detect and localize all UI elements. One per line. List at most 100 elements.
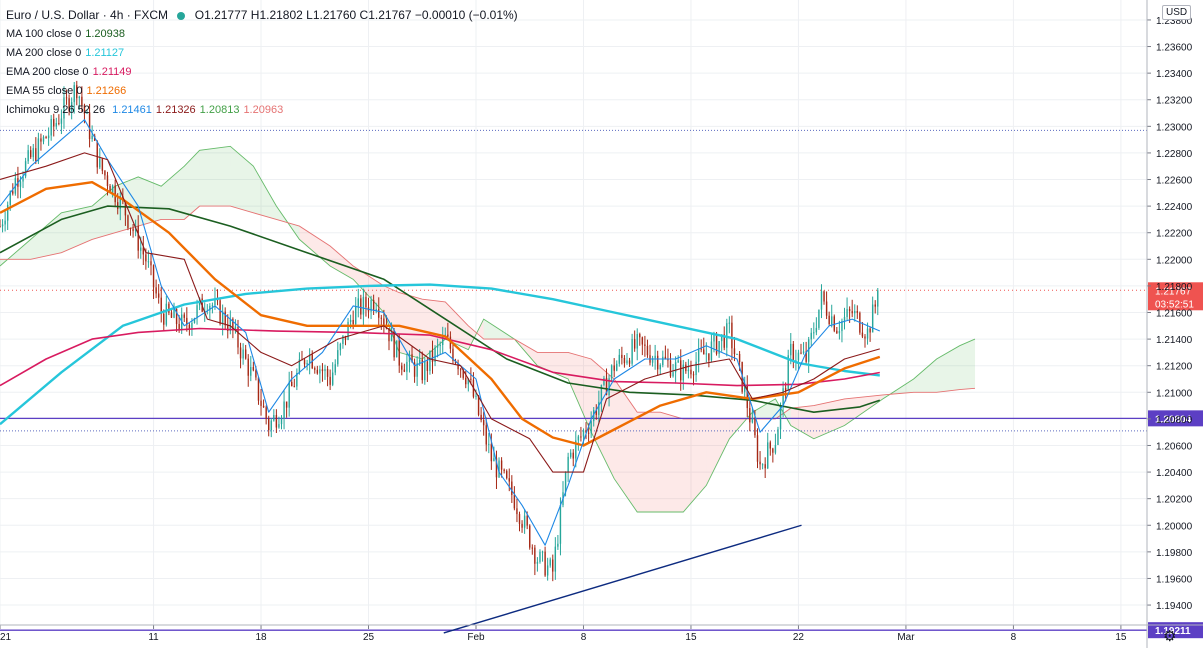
candle-body (117, 202, 119, 210)
candle-body (761, 464, 764, 466)
candle-body (759, 461, 761, 465)
legend-indicator[interactable]: MA 100 close 0 1.20938 (6, 25, 518, 44)
candle-body (393, 330, 395, 358)
candle-body (672, 372, 674, 377)
candle-body (864, 336, 866, 339)
candle-body (191, 322, 193, 330)
candle-body (224, 311, 226, 326)
last-price-tag (1148, 282, 1203, 311)
candle-body (339, 343, 342, 351)
x-tick-label: 2021 (0, 632, 12, 643)
candle-body (9, 191, 11, 205)
candle-body (703, 349, 705, 355)
legend-ichimoku[interactable]: Ichimoku 9 26 52 26 1.21461 1.21326 1.2081… (6, 101, 518, 120)
candle-body (12, 191, 14, 194)
ohlc-values: O1.21777 H1.21802 L1.21760 C1.21767 −0.0… (194, 8, 518, 22)
candle-body (557, 543, 559, 547)
cloud-segment (844, 394, 883, 426)
candle-body (695, 361, 697, 376)
candle-body (268, 418, 270, 431)
legend-indicator[interactable]: EMA 200 close 0 1.21149 (6, 63, 518, 82)
candle-body (262, 405, 265, 408)
candle-body (854, 311, 856, 314)
candle-body (838, 331, 841, 334)
candle-body (298, 359, 301, 373)
candle-body (457, 362, 459, 370)
candle-body (467, 378, 470, 385)
candle-body (270, 420, 272, 431)
candle-body (168, 303, 170, 313)
candle-body (157, 293, 160, 298)
candle-body (142, 247, 145, 255)
candle-body (541, 551, 544, 553)
legend-indicator[interactable]: MA 200 close 0 1.21127 (6, 44, 518, 63)
candle-body (564, 471, 567, 493)
x-tick-label: Feb (467, 632, 485, 643)
candle-body (370, 299, 372, 312)
y-tick-label: 1.19800 (1156, 548, 1193, 559)
candle-body (470, 378, 472, 380)
candle-body (357, 298, 359, 307)
candle-body (685, 364, 687, 372)
candle-body (380, 317, 383, 319)
candle-body (124, 200, 127, 216)
legend-indicator[interactable]: EMA 55 close 0 1.21266 (6, 82, 518, 101)
candle-body (147, 261, 150, 263)
ichimoku-cloud (0, 145, 976, 513)
cloud-segment (913, 359, 937, 393)
indicator-value: 1.20938 (85, 28, 125, 40)
candle-body (705, 353, 708, 355)
y-tick-label: 1.21000 (1156, 388, 1193, 399)
eye-icon[interactable] (177, 11, 186, 20)
candle-body (163, 313, 165, 325)
candle-body (846, 309, 848, 318)
candle-body (813, 332, 815, 334)
candle-body (288, 381, 290, 408)
candle-body (587, 432, 590, 434)
candle-body (810, 332, 812, 340)
candle-body (836, 330, 838, 334)
candle-body (569, 452, 572, 457)
candle-body (585, 430, 587, 433)
currency-label[interactable]: USD (1162, 5, 1192, 20)
candle-body (27, 150, 29, 162)
candle-body (257, 377, 260, 401)
price-levels: 1.20804 1.19211 1.21767 03:52:51 (0, 129, 1203, 639)
candle-body (733, 348, 736, 355)
candle-body (807, 339, 810, 362)
y-tick-label: 1.20800 (1156, 415, 1193, 426)
candle-body (567, 456, 569, 472)
candle-body (843, 317, 846, 322)
level-price-tag (1148, 410, 1203, 427)
candle-body (316, 369, 319, 374)
y-tick-label: 1.23400 (1156, 69, 1193, 80)
candle-body (559, 504, 562, 544)
y-tick-label: 1.22200 (1156, 229, 1193, 240)
candle-body (186, 317, 188, 325)
candle-body (375, 309, 377, 311)
candle-body (459, 369, 462, 371)
candle-body (697, 348, 700, 362)
symbol-title[interactable]: Euro / U.S. Dollar · 4h · FXCM (6, 8, 169, 22)
candle-body (255, 370, 257, 378)
candle-body (692, 374, 695, 376)
candle-body (273, 415, 275, 421)
candle-body (508, 478, 510, 482)
cloud-segment (184, 150, 200, 220)
candle-body (546, 565, 549, 576)
candle-body (342, 335, 344, 344)
candle-body (337, 350, 339, 365)
y-tick-label: 1.23600 (1156, 43, 1193, 54)
level-price-label: 1.19211 (1155, 626, 1191, 637)
indicator-value: 1.21127 (85, 47, 125, 59)
candle-body (828, 315, 830, 324)
gear-icon[interactable]: ⚙ (1163, 628, 1177, 645)
trendline-segment (443, 524, 802, 634)
candle-body (756, 435, 759, 462)
candle-body (656, 355, 659, 370)
candle-body (777, 429, 779, 445)
cloud-segment (161, 166, 185, 220)
candle-body (641, 337, 644, 345)
